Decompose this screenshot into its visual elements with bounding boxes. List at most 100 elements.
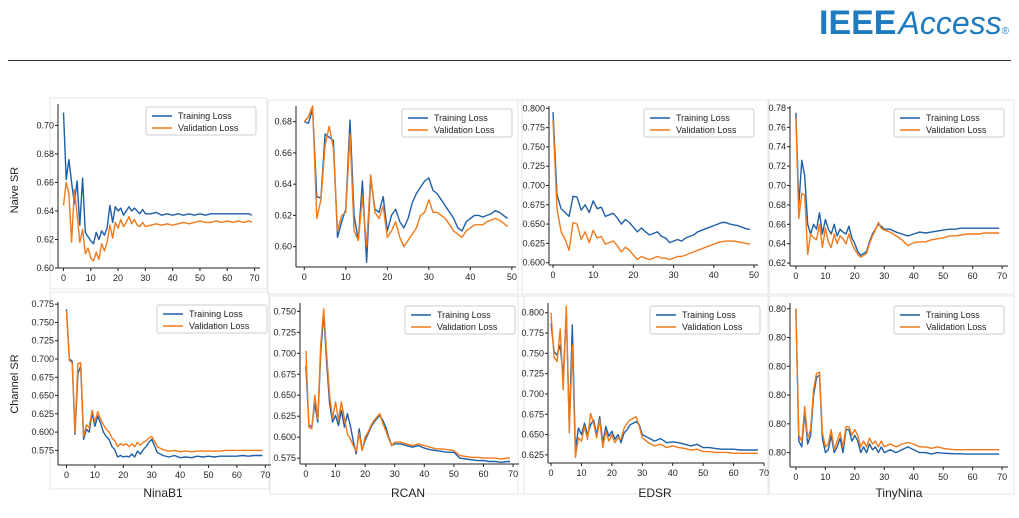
legend-label: Training Loss xyxy=(926,310,980,320)
x-tick-label: 20 xyxy=(850,271,860,281)
panel-frame xyxy=(517,99,770,295)
x-tick-label: 0 xyxy=(793,271,798,281)
validation-loss-line xyxy=(550,305,758,458)
x-tick-label: 60 xyxy=(232,470,242,480)
header-rule xyxy=(8,60,1011,61)
y-tick-label: 0.650 xyxy=(521,430,544,440)
validation-loss-line xyxy=(552,119,751,261)
chart-panel: 0 10 20 30 40 50 0.600 0.625 0.650 0.675 0.700 0.72… xyxy=(522,103,759,280)
x-tick-label: 10 xyxy=(820,271,830,281)
x-tick-label: 50 xyxy=(938,271,948,281)
y-tick-label: 0.62 xyxy=(36,234,54,244)
panel-frame xyxy=(767,99,1015,295)
y-tick-label: 0.575 xyxy=(273,453,296,463)
x-tick-label: 0 xyxy=(551,270,556,280)
legend-box xyxy=(649,305,761,335)
training-loss-line xyxy=(305,312,511,463)
y-tick-label: 0.700 xyxy=(521,389,544,399)
x-tick-label: 30 xyxy=(879,271,889,281)
x-tick-label: 70 xyxy=(759,468,769,478)
y-tick-label: 0.725 xyxy=(273,327,296,337)
x-tick-label: 20 xyxy=(113,273,123,283)
x-tick-label: 60 xyxy=(478,469,488,479)
logo-access-text: Access xyxy=(898,5,1002,41)
y-tick-label: 0.66 xyxy=(36,177,54,187)
x-tick-label: 20 xyxy=(382,272,392,282)
legend-box xyxy=(156,304,268,334)
y-tick-label: 0.625 xyxy=(522,238,545,248)
validation-loss-line xyxy=(795,308,1000,451)
x-tick-label: 20 xyxy=(628,270,638,280)
x-tick-label: 40 xyxy=(465,272,475,282)
x-tick-label: 70 xyxy=(997,472,1007,482)
y-tick-label: 0.600 xyxy=(273,432,296,442)
y-tick-label: 0.775 xyxy=(31,299,54,309)
x-tick-label: 70 xyxy=(250,273,260,283)
x-tick-label: 70 xyxy=(508,469,518,479)
legend-label: Validation Loss xyxy=(676,125,737,135)
x-tick-label: 30 xyxy=(879,472,889,482)
x-tick-label: 60 xyxy=(968,271,978,281)
y-tick-label: 0.72 xyxy=(768,161,786,171)
legend-label: Training Loss xyxy=(682,310,736,320)
y-tick-label: 0.60 xyxy=(274,242,292,252)
y-tick-label: 0.800 xyxy=(522,103,545,113)
x-tick-label: 30 xyxy=(424,272,434,282)
y-tick-label: 0.675 xyxy=(521,409,544,419)
ieee-access-logo: IEEE Access ® xyxy=(819,4,1009,42)
y-tick-label: 0.725 xyxy=(521,369,544,379)
y-tick-label: 0.700 xyxy=(31,354,54,364)
x-tick-label: 0 xyxy=(549,468,554,478)
y-tick-label: 0.800 xyxy=(521,308,544,318)
y-tick-label: 0.700 xyxy=(273,348,296,358)
legend-label: Validation Loss xyxy=(926,322,987,332)
legend-label: Validation Loss xyxy=(189,321,250,331)
panel-frame xyxy=(269,295,525,495)
logo-ieee-text: IEEE xyxy=(819,4,897,42)
legend-box xyxy=(401,108,513,138)
y-tick-label: 0.775 xyxy=(522,123,545,133)
y-tick-label: 0.625 xyxy=(521,450,544,460)
legend-box xyxy=(893,305,1005,335)
y-tick-label: 0.64 xyxy=(36,206,54,216)
legend-label: Training Loss xyxy=(189,309,243,319)
x-tick-label: 40 xyxy=(668,468,678,478)
y-tick-label: 0.775 xyxy=(521,328,544,338)
panel-frame xyxy=(767,295,1015,495)
chart-panel: 0 10 20 30 40 50 60 70 0.80 0.80 0.80 0.80 0.80 0.80 T… xyxy=(768,303,1008,482)
legend-label: Validation Loss xyxy=(434,125,495,135)
y-tick-label: 0.62 xyxy=(768,258,786,268)
y-tick-label: 0.725 xyxy=(522,161,545,171)
training-loss-line xyxy=(550,312,758,452)
y-tick-label: 0.80 xyxy=(768,304,786,314)
legend-box xyxy=(145,106,257,136)
column-label: NinaB1 xyxy=(143,486,183,500)
legend-label: Validation Loss xyxy=(926,125,987,135)
y-tick-label: 0.625 xyxy=(273,411,296,421)
column-label: TinyNina xyxy=(876,486,923,500)
x-tick-label: 50 xyxy=(449,469,459,479)
x-tick-label: 0 xyxy=(793,472,798,482)
x-tick-label: 10 xyxy=(331,469,341,479)
chart-panel: 0 10 20 30 40 50 60 70 0.575 0.600 0.625 0.650 0.675… xyxy=(273,303,519,479)
chart-panel: 0 10 20 30 40 50 60 70 0.625 0.650 0.675 0.700 0.725… xyxy=(521,303,769,478)
y-tick-label: 0.68 xyxy=(36,149,54,159)
legend-box xyxy=(893,108,1005,138)
legend-label: Training Loss xyxy=(926,113,980,123)
x-tick-label: 10 xyxy=(820,472,830,482)
validation-loss-line xyxy=(305,308,511,460)
x-tick-label: 60 xyxy=(222,273,232,283)
training-loss-line xyxy=(62,112,253,245)
y-tick-label: 0.66 xyxy=(768,219,786,229)
y-tick-label: 0.68 xyxy=(768,200,786,210)
x-tick-label: 10 xyxy=(86,273,96,283)
training-loss-line xyxy=(304,108,509,263)
x-tick-label: 50 xyxy=(204,470,214,480)
y-tick-label: 0.68 xyxy=(274,117,292,127)
y-tick-label: 0.64 xyxy=(274,179,292,189)
x-tick-label: 50 xyxy=(749,270,759,280)
chart-panel: 0 10 20 30 40 50 60 70 0.575 0.600 0.625 0.650 0.675… xyxy=(31,299,271,480)
x-tick-label: 0 xyxy=(61,273,66,283)
